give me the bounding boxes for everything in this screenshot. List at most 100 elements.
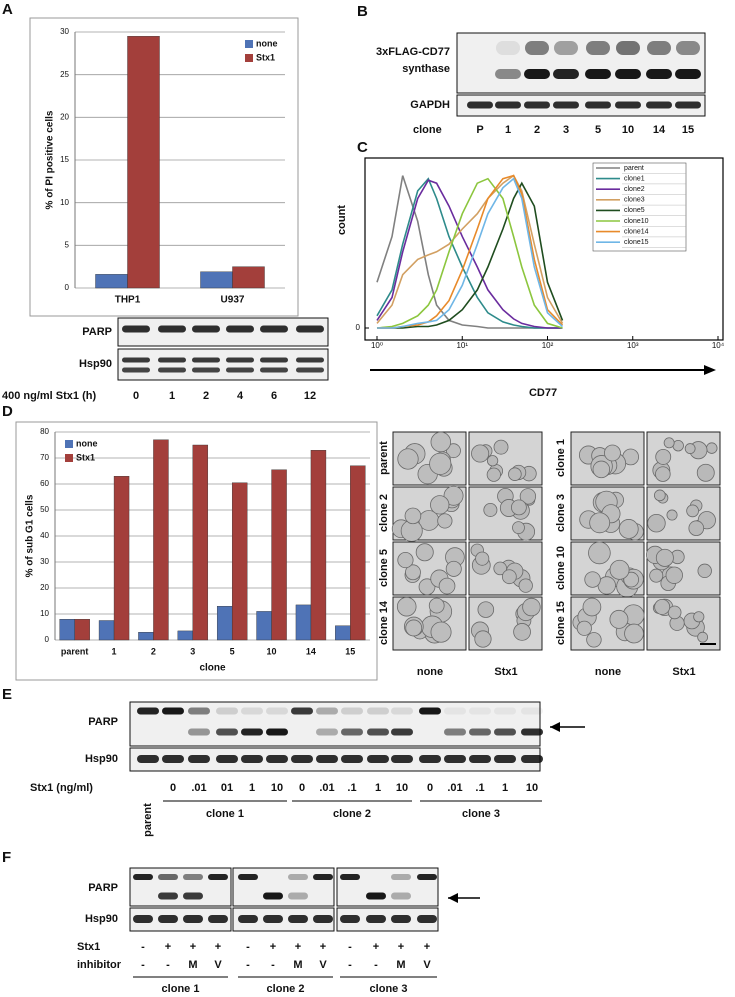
column-label: Stx1: [672, 666, 695, 678]
blot-band: [188, 755, 210, 763]
y-tick-label: 50: [40, 505, 49, 514]
blot-band: [586, 41, 610, 55]
row-label: clone 14: [378, 600, 390, 645]
lane-label: -: [141, 959, 145, 971]
bar: [256, 611, 272, 641]
blot-band: [288, 874, 308, 880]
cell: [623, 571, 640, 588]
cell: [430, 431, 452, 453]
lane-label: -: [141, 941, 145, 953]
blot-band: [444, 728, 466, 736]
cell: [446, 443, 461, 459]
group-label: clone 1: [206, 808, 244, 820]
cell: [519, 488, 537, 505]
cell: [618, 519, 639, 539]
column-label: none: [417, 666, 443, 678]
blot-band: [188, 728, 210, 736]
cell: [405, 619, 423, 637]
cell: [418, 578, 436, 596]
cell: [693, 611, 705, 623]
blot: [336, 907, 439, 932]
blot-band: [183, 915, 203, 923]
lane-label: +: [270, 941, 276, 953]
blot-band: [675, 69, 701, 79]
bar: [138, 632, 154, 641]
row-label: clone 1: [555, 439, 567, 477]
blot: [117, 317, 329, 347]
lane-label: 10: [271, 782, 283, 794]
cell: [688, 520, 705, 537]
cell: [654, 489, 666, 502]
cell: [471, 444, 490, 463]
lane-label: 10: [526, 782, 538, 794]
blot-band: [241, 755, 263, 763]
lane-label: +: [295, 941, 301, 953]
y-tick-label: 40: [40, 531, 49, 540]
lane-label: 0: [170, 782, 176, 794]
legend-label: clone5: [624, 207, 645, 214]
cell: [588, 541, 611, 565]
bar: [310, 450, 327, 641]
blot-band: [192, 325, 220, 333]
blot-band: [495, 101, 521, 109]
lane-label: 4: [237, 390, 244, 402]
blot-band: [216, 728, 238, 736]
blot: [456, 94, 706, 117]
lane-label: +: [424, 941, 430, 953]
lane-label: 12: [304, 390, 316, 402]
condition-label: Stx1: [77, 941, 100, 953]
arrow-head: [448, 893, 458, 903]
blot-band: [616, 41, 640, 55]
y-tick-label: 10: [40, 609, 49, 618]
legend-swatch: [245, 54, 253, 62]
bar: [200, 271, 233, 289]
cell: [665, 566, 683, 584]
cell: [582, 597, 602, 617]
row-label: synthase: [402, 63, 450, 75]
blot-band: [162, 707, 184, 715]
x-tick-label: 1: [112, 646, 117, 656]
cell: [508, 467, 522, 481]
lane-label: parent: [142, 803, 154, 837]
blot-band: [367, 728, 389, 736]
blot: [129, 907, 232, 932]
arrow-head: [550, 722, 560, 732]
x-tick-label: 10⁰: [371, 341, 383, 350]
row-label: GAPDH: [410, 99, 450, 111]
lane-label: .01: [191, 782, 206, 794]
blot-band: [615, 69, 641, 79]
y-tick-label: 0: [65, 283, 70, 292]
blot: [232, 907, 335, 932]
blot-band: [158, 915, 178, 923]
lane-label: 1: [249, 782, 255, 794]
row-label: clone 3: [555, 494, 567, 532]
lane-label: +: [190, 941, 196, 953]
blot-band: [162, 755, 184, 763]
blot-band: [391, 755, 413, 763]
cell: [486, 455, 499, 467]
cell: [649, 568, 664, 583]
blot-band: [137, 707, 159, 715]
x-tick-label: U937: [221, 295, 245, 306]
lane-label: 6: [271, 390, 277, 402]
cell: [415, 543, 434, 562]
blot: [456, 32, 706, 94]
x-tick-label: parent: [61, 646, 89, 656]
cell: [663, 437, 675, 449]
chart-frame: [15, 421, 378, 681]
blot-band: [525, 41, 549, 55]
cell: [686, 504, 699, 518]
blot-band: [266, 755, 288, 763]
bar: [127, 36, 160, 289]
bar: [74, 619, 90, 641]
cell: [667, 605, 682, 620]
row-label: PARP: [88, 716, 118, 728]
lane-label: 3: [563, 124, 569, 136]
blot-band: [444, 755, 466, 763]
x-axis-label: CD77: [529, 387, 557, 399]
blot-band: [391, 892, 411, 900]
lane-label: +: [320, 941, 326, 953]
blot-band: [340, 915, 360, 923]
blot-band: [366, 915, 386, 923]
